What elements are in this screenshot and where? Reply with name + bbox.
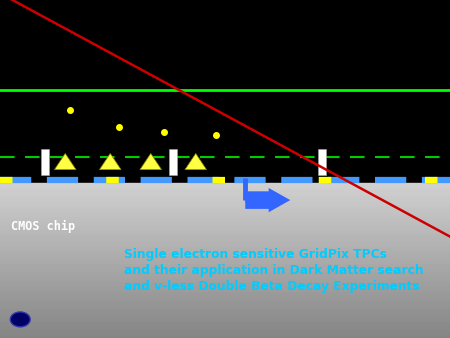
Polygon shape [140,153,162,170]
Polygon shape [185,153,207,170]
Polygon shape [99,153,121,170]
Text: CMOS chip: CMOS chip [11,220,76,233]
FancyArrow shape [245,188,290,212]
Bar [41,149,49,175]
Text: Single electron sensitive GridPix TPCs
and their application in Dark Matter sear: Single electron sensitive GridPix TPCs a… [124,248,423,293]
Bar [169,149,177,175]
Bar [318,149,326,175]
Circle shape [10,312,30,327]
Polygon shape [54,153,76,170]
